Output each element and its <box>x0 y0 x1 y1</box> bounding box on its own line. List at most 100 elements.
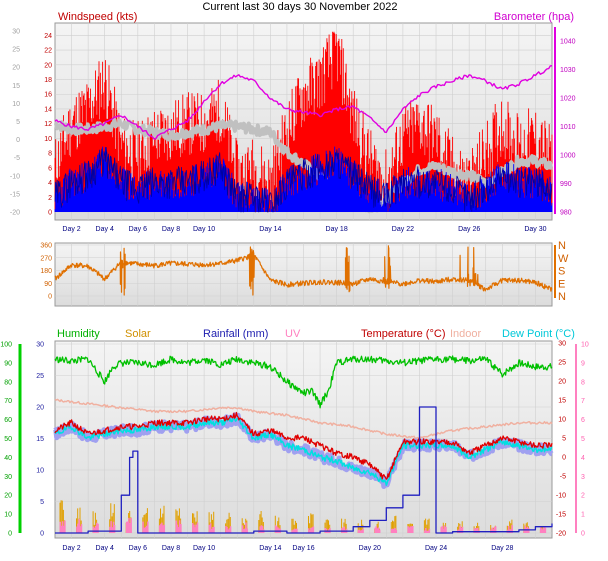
wind-tick-24: 24 <box>44 33 52 40</box>
humidity-tick-80: 80 <box>4 379 12 386</box>
uv-tick-7: 7 <box>581 398 585 405</box>
uv-tick-10: 10 <box>581 342 589 349</box>
humidity-tick-50: 50 <box>4 436 12 443</box>
temp-tick--20: -20 <box>556 531 566 538</box>
panel3-day-label-10: Day 10 <box>193 545 215 552</box>
humidity-tick-0: 0 <box>8 531 12 538</box>
uv-tick-2: 2 <box>581 493 585 500</box>
temp-tick-5: 5 <box>562 436 566 443</box>
baro-tick-1040: 1040 <box>560 39 576 46</box>
barometer-series <box>54 65 553 141</box>
dewpoint-series <box>54 417 553 486</box>
rainfall-series <box>55 406 553 534</box>
temp-tick-15: 15 <box>558 398 566 405</box>
wind-tick-12: 12 <box>44 121 52 128</box>
indoor-series <box>54 398 553 440</box>
panel3-day-label-16: Day 16 <box>292 545 314 552</box>
temp-tick-0: 0 <box>562 455 566 462</box>
wind-farleft-tick-2: -10 <box>10 173 20 180</box>
wind-farleft-tick-8: 20 <box>12 65 20 72</box>
uv-tick-3: 3 <box>581 474 585 481</box>
solar-legend: Solar <box>125 328 151 340</box>
panel3-day-label-6: Day 6 <box>129 545 147 552</box>
rain-tick-0: 0 <box>40 531 44 538</box>
panel1-day-label-26: Day 26 <box>458 226 480 233</box>
temp-tick-20: 20 <box>558 379 566 386</box>
dir-tick-180: 180 <box>40 268 52 275</box>
wind-average-line <box>54 146 553 213</box>
baro-tick-1010: 1010 <box>560 124 576 131</box>
temp-tick--5: -5 <box>560 474 566 481</box>
panel1-day-label-22: Day 22 <box>392 226 414 233</box>
baro-legend: Barometer (hpa) <box>494 11 574 23</box>
wind-farleft-tick-1: -15 <box>10 191 20 198</box>
direction-panel-series <box>54 245 553 296</box>
compass-label-1: W <box>558 253 569 265</box>
uv-tick-1: 1 <box>581 512 585 519</box>
temp-tick-25: 25 <box>558 360 566 367</box>
dir-tick-270: 270 <box>40 255 52 262</box>
humidity-tick-70: 70 <box>4 398 12 405</box>
wind-tick-14: 14 <box>44 106 52 113</box>
panel3-day-label-14: Day 14 <box>259 545 281 552</box>
panel3-day-label-24: Day 24 <box>425 545 447 552</box>
baro-tick-980: 980 <box>560 210 572 217</box>
dir-tick-360: 360 <box>40 243 52 250</box>
wind-tick-16: 16 <box>44 92 52 99</box>
wind-farleft-tick-0: -20 <box>10 210 20 217</box>
panel3-day-label-8: Day 8 <box>162 545 180 552</box>
compass-label-4: N <box>558 291 566 303</box>
wind-panel-ticks: 024681012141618202224-20-15-10-505101520… <box>10 27 576 233</box>
wind-farleft-tick-7: 15 <box>12 83 20 90</box>
uv-tick-4: 4 <box>581 455 585 462</box>
temp-panel-ticks: 0102030405060708090100051015202530-20-15… <box>0 341 589 553</box>
rain-tick-30: 30 <box>36 342 44 349</box>
humidity-legend: Humidity <box>57 328 100 340</box>
wind-tick-8: 8 <box>48 151 52 158</box>
baro-tick-1020: 1020 <box>560 96 576 103</box>
uv-tick-8: 8 <box>581 379 585 386</box>
wind-tick-0: 0 <box>48 210 52 217</box>
wind-direction-series <box>54 245 553 296</box>
wind-tick-2: 2 <box>48 195 52 202</box>
uv-tick-9: 9 <box>581 360 585 367</box>
rain-tick-20: 20 <box>36 405 44 412</box>
wind-farleft-tick-3: -5 <box>14 155 20 162</box>
rain-tick-10: 10 <box>36 468 44 475</box>
humidity-tick-90: 90 <box>4 360 12 367</box>
humidity-tick-30: 30 <box>4 474 12 481</box>
compass-label-2: S <box>558 266 565 278</box>
dir-tick-90: 90 <box>44 281 52 288</box>
wind-farleft-tick-10: 30 <box>12 29 20 36</box>
wind-tick-4: 4 <box>48 180 52 187</box>
humidity-tick-20: 20 <box>4 493 12 500</box>
panel1-day-label-2: Day 2 <box>62 226 80 233</box>
dewpoint-legend: Dew Point (°C) <box>502 328 575 340</box>
panel1-day-label-6: Day 6 <box>129 226 147 233</box>
panel3-day-label-20: Day 20 <box>359 545 381 552</box>
panel1-day-label-8: Day 8 <box>162 226 180 233</box>
chart-title: Current last 30 days 30 November 2022 <box>202 1 397 13</box>
panel3-day-label-4: Day 4 <box>96 545 114 552</box>
uv-tick-0: 0 <box>581 531 585 538</box>
panel1-day-label-4: Day 4 <box>96 226 114 233</box>
compass-label-0: N <box>558 240 566 252</box>
wind-tick-18: 18 <box>44 77 52 84</box>
panel3-day-label-28: Day 28 <box>491 545 513 552</box>
temp-tick-30: 30 <box>558 341 566 348</box>
rain-tick-15: 15 <box>36 436 44 443</box>
humidity-series <box>54 355 553 409</box>
temp-tick--10: -10 <box>556 493 566 500</box>
temp-panel-series <box>53 355 554 534</box>
wind-tick-22: 22 <box>44 48 52 55</box>
wind-farleft-tick-6: 10 <box>12 101 20 108</box>
wind-legend: Windspeed (kts) <box>58 11 137 23</box>
baro-tick-990: 990 <box>560 181 572 188</box>
uv-tick-6: 6 <box>581 417 585 424</box>
wind-tick-6: 6 <box>48 165 52 172</box>
uv-legend: UV <box>285 328 301 340</box>
baro-tick-1030: 1030 <box>560 67 576 74</box>
humidity-tick-10: 10 <box>4 512 12 519</box>
